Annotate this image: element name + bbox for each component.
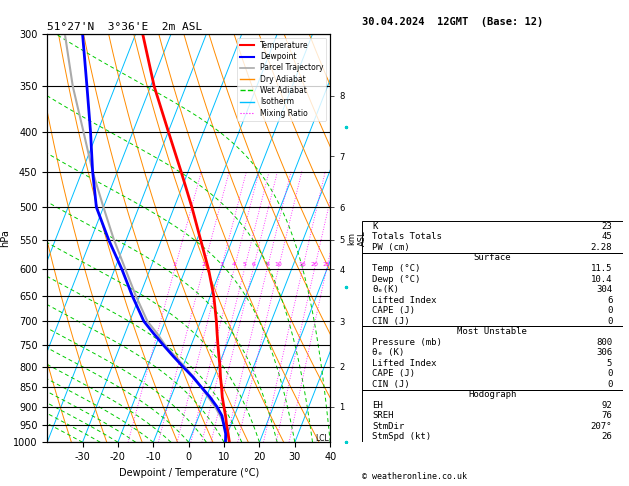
Text: Surface: Surface	[474, 254, 511, 262]
Text: 20: 20	[311, 262, 318, 267]
Text: Most Unstable: Most Unstable	[457, 327, 527, 336]
Text: StmDir: StmDir	[372, 422, 404, 431]
Y-axis label: hPa: hPa	[0, 229, 10, 247]
Text: 30.04.2024  12GMT  (Base: 12): 30.04.2024 12GMT (Base: 12)	[362, 17, 543, 27]
Text: θₑ (K): θₑ (K)	[372, 348, 404, 357]
Text: 304: 304	[596, 285, 612, 294]
Text: 26: 26	[601, 433, 612, 441]
Text: CAPE (J): CAPE (J)	[372, 369, 415, 378]
Text: 306: 306	[596, 348, 612, 357]
Text: 2: 2	[201, 262, 205, 267]
Bar	[362, 221, 623, 253]
Text: K: K	[372, 222, 377, 231]
Text: 92: 92	[601, 401, 612, 410]
Text: CIN (J): CIN (J)	[372, 380, 409, 389]
Text: Totals Totals: Totals Totals	[372, 232, 442, 242]
Bar	[362, 327, 623, 390]
Text: 2.28: 2.28	[591, 243, 612, 252]
Text: 23: 23	[601, 222, 612, 231]
Text: EH: EH	[372, 401, 383, 410]
Text: 76: 76	[601, 412, 612, 420]
Text: 0: 0	[607, 306, 612, 315]
Y-axis label: km
ASL: km ASL	[347, 230, 367, 246]
Text: 16: 16	[299, 262, 306, 267]
Text: 11.5: 11.5	[591, 264, 612, 273]
Text: 800: 800	[596, 338, 612, 347]
Legend: Temperature, Dewpoint, Parcel Trajectory, Dry Adiabat, Wet Adiabat, Isotherm, Mi: Temperature, Dewpoint, Parcel Trajectory…	[237, 38, 326, 121]
Text: 8: 8	[265, 262, 269, 267]
Text: 10: 10	[274, 262, 282, 267]
Text: 6: 6	[607, 295, 612, 305]
Text: SREH: SREH	[372, 412, 394, 420]
Text: Lifted Index: Lifted Index	[372, 359, 437, 368]
Text: 3: 3	[219, 262, 223, 267]
Text: 4: 4	[232, 262, 236, 267]
Text: 1: 1	[173, 262, 177, 267]
Text: 0: 0	[607, 369, 612, 378]
Text: CIN (J): CIN (J)	[372, 317, 409, 326]
Text: Pressure (mb): Pressure (mb)	[372, 338, 442, 347]
Text: 0: 0	[607, 317, 612, 326]
Bar	[362, 253, 623, 327]
Text: Lifted Index: Lifted Index	[372, 295, 437, 305]
Text: 10.4: 10.4	[591, 275, 612, 283]
Text: Hodograph: Hodograph	[468, 390, 516, 399]
Text: LCL: LCL	[315, 434, 329, 443]
Text: © weatheronline.co.uk: © weatheronline.co.uk	[362, 472, 467, 481]
Text: StmSpd (kt): StmSpd (kt)	[372, 433, 431, 441]
Text: Dewp (°C): Dewp (°C)	[372, 275, 421, 283]
Text: θₑ(K): θₑ(K)	[372, 285, 399, 294]
Text: 25: 25	[323, 262, 330, 267]
Text: 5: 5	[243, 262, 247, 267]
Text: 51°27'N  3°36'E  2m ASL: 51°27'N 3°36'E 2m ASL	[47, 22, 203, 32]
Text: 5: 5	[607, 359, 612, 368]
Text: CAPE (J): CAPE (J)	[372, 306, 415, 315]
Text: 0: 0	[607, 380, 612, 389]
Text: 45: 45	[601, 232, 612, 242]
X-axis label: Dewpoint / Temperature (°C): Dewpoint / Temperature (°C)	[119, 468, 259, 478]
Text: PW (cm): PW (cm)	[372, 243, 409, 252]
Text: Temp (°C): Temp (°C)	[372, 264, 421, 273]
Bar	[362, 390, 623, 442]
Text: 207°: 207°	[591, 422, 612, 431]
Text: 6: 6	[251, 262, 255, 267]
